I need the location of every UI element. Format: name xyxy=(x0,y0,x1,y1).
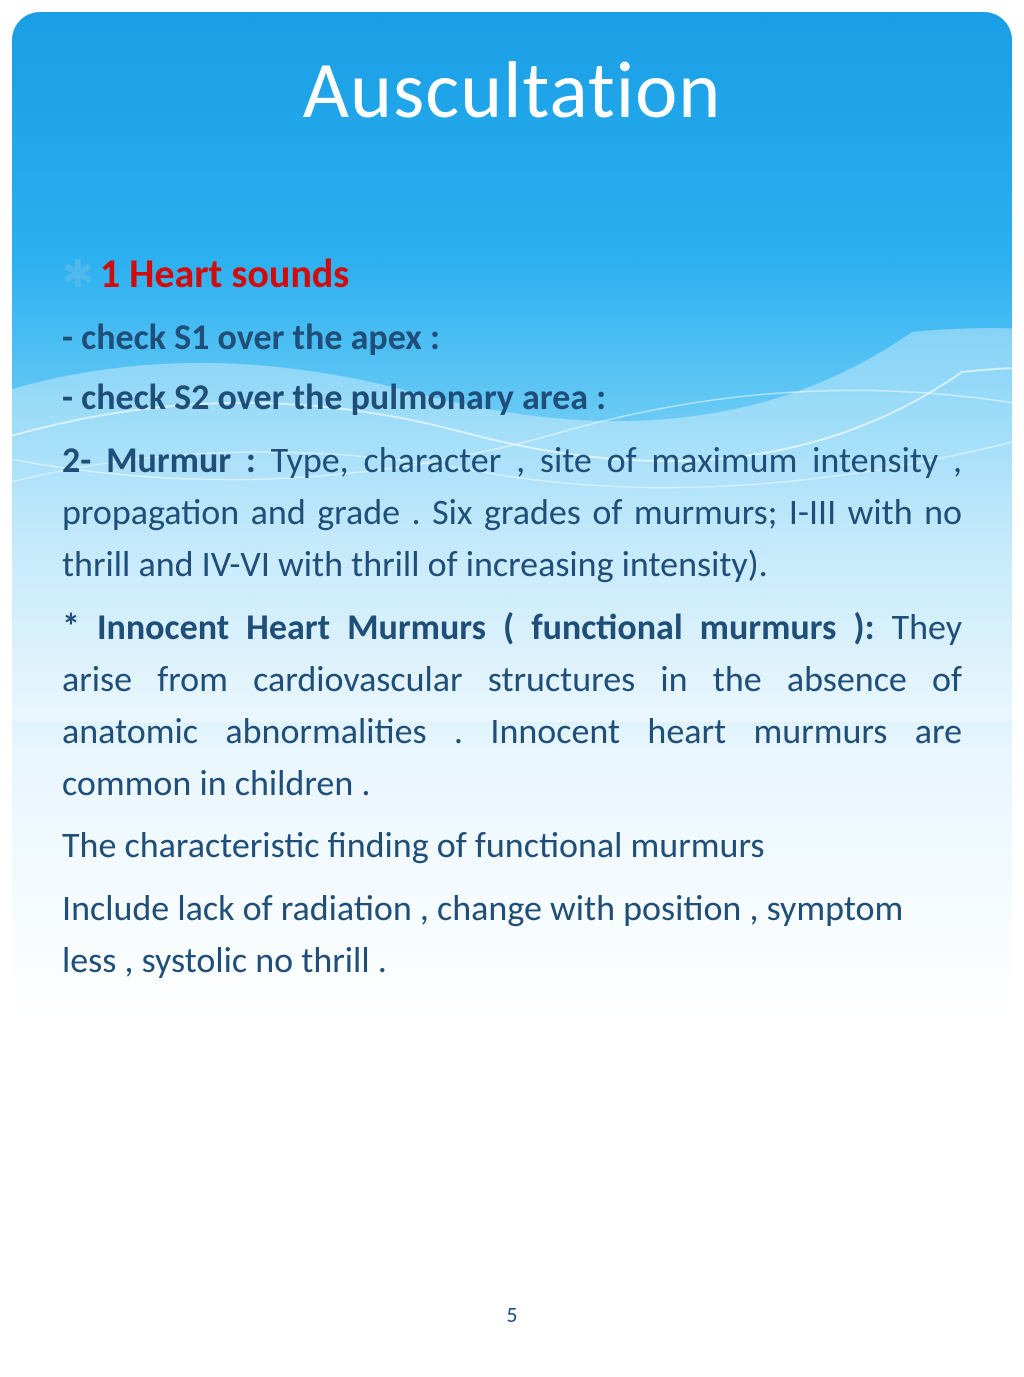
innocent-paragraph: * Innocent Heart Murmurs ( functional mu… xyxy=(62,601,962,810)
content-area: ✱ 1 Heart sounds - check S1 over the ape… xyxy=(57,249,967,986)
slide-container: Auscultation ✱ 1 Heart sounds - check S1… xyxy=(12,12,1012,1352)
check-s2: - check S2 over the pulmonary area : xyxy=(62,370,962,424)
murmur-lead: 2- Murmur : xyxy=(62,438,271,482)
bullet-star-icon: ✱ xyxy=(62,256,94,294)
heading-text: 1 Heart sounds xyxy=(100,249,349,298)
murmur-paragraph: 2- Murmur : Type, character , site of ma… xyxy=(62,434,962,591)
heading-row: ✱ 1 Heart sounds xyxy=(62,249,962,298)
heading-label: Heart sounds xyxy=(129,249,349,298)
characteristic-line2: Include lack of radiation , change with … xyxy=(62,882,962,986)
heading-number: 1 xyxy=(100,249,120,298)
innocent-lead: * Innocent Heart Murmurs ( functional mu… xyxy=(62,605,892,649)
page-number: 5 xyxy=(12,1301,1012,1328)
check-s1: - check S1 over the apex : xyxy=(62,310,962,364)
characteristic-line1: The characteristic finding of functional… xyxy=(62,819,962,871)
slide-title: Auscultation xyxy=(57,42,967,139)
